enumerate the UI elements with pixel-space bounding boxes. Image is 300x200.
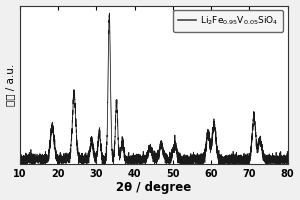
Legend: $\mathrm{Li_2Fe_{0.95}V_{0.05}SiO_4}$: $\mathrm{Li_2Fe_{0.95}V_{0.05}SiO_4}$ [173,10,283,32]
Y-axis label: 强度 / a.u.: 强度 / a.u. [6,64,16,106]
X-axis label: 2θ / degree: 2θ / degree [116,181,191,194]
